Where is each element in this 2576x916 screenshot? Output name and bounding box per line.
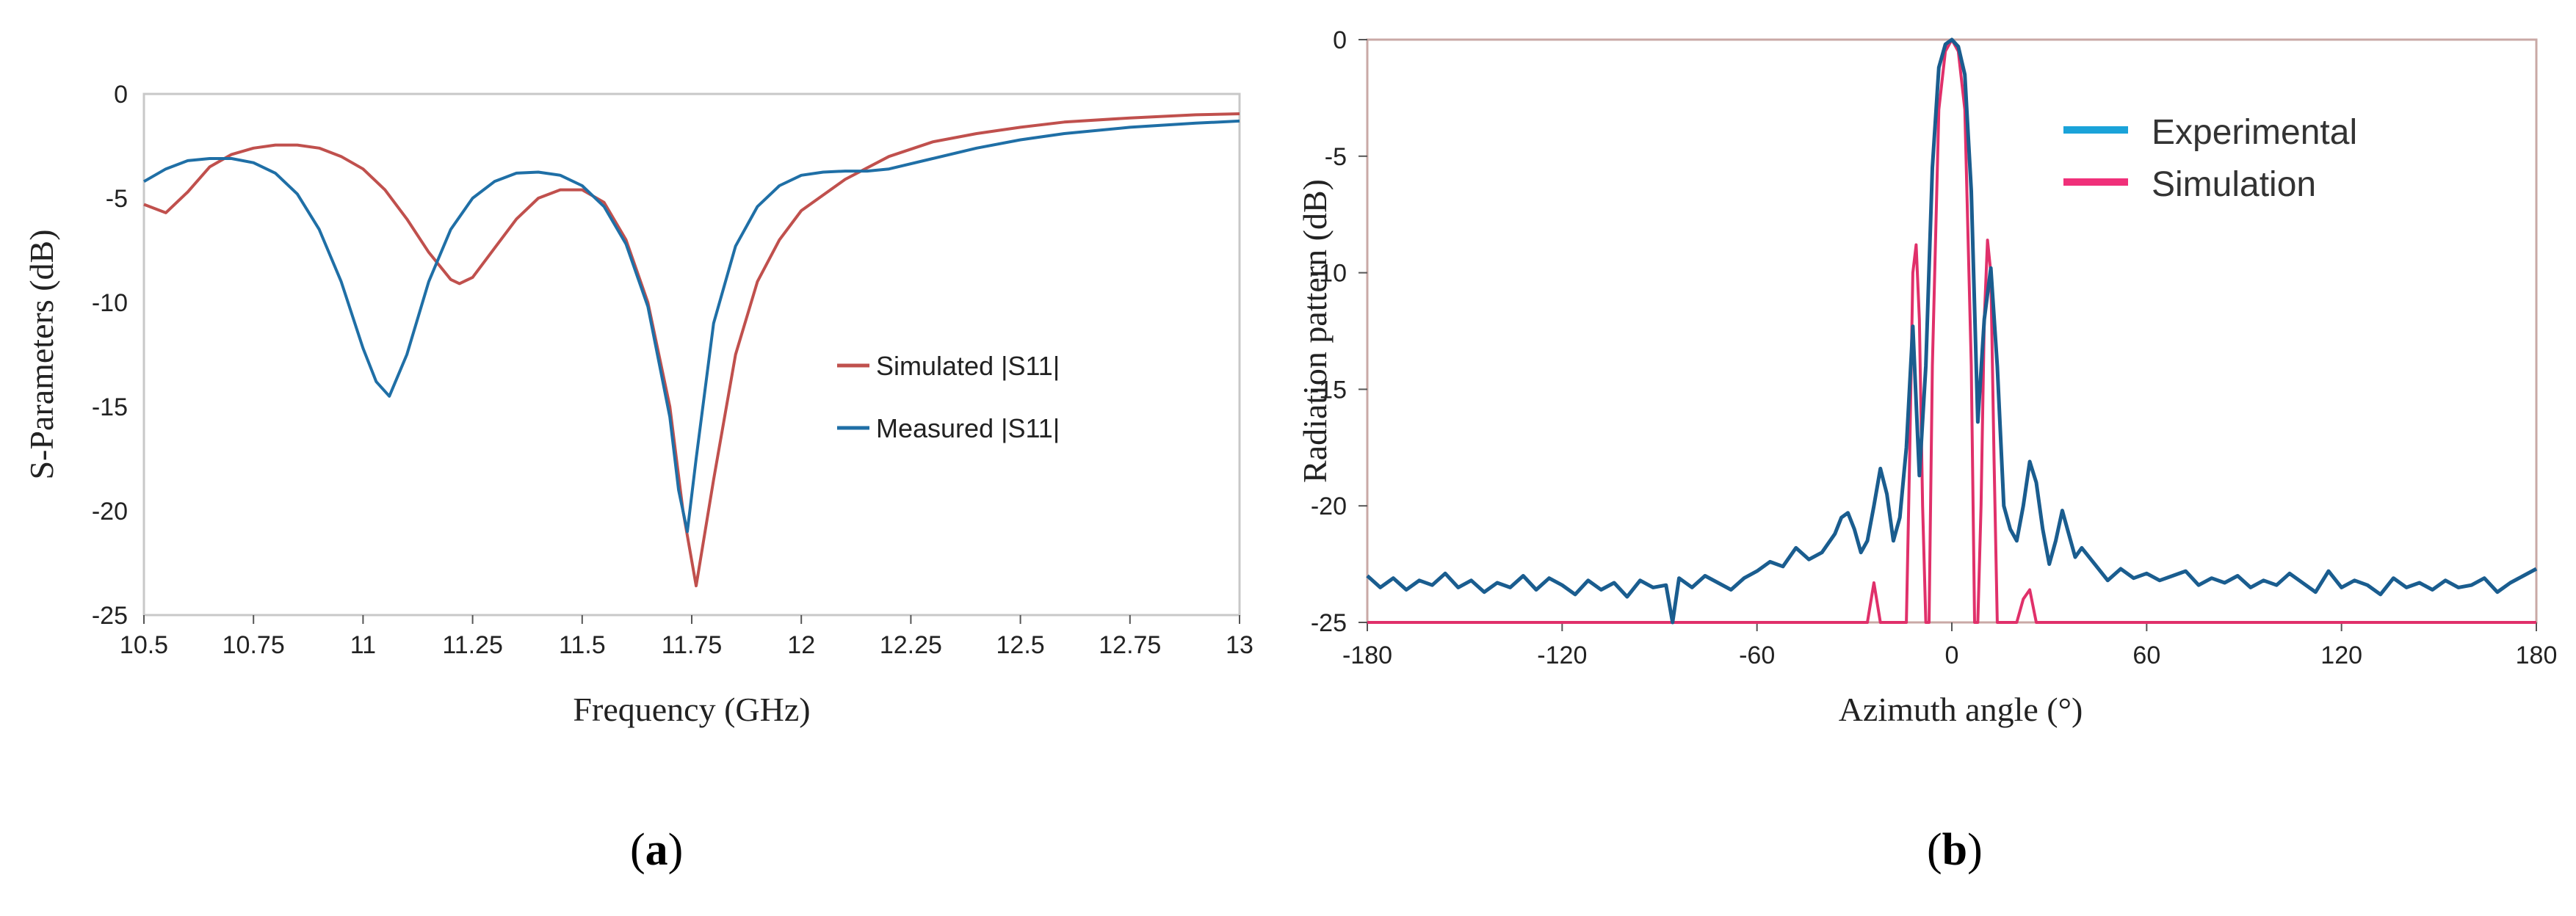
panel-b-lines — [1366, 37, 2538, 625]
x-tick-label: 12.75 — [1099, 631, 1161, 659]
series-line-measured-s11 — [143, 119, 1240, 534]
panel-b-ylabel: Radiation pattern (dB) — [1296, 179, 1334, 483]
panel-b-legend: Experimental Simulation — [2063, 113, 2357, 204]
x-tick-label: 120 — [2320, 641, 2362, 669]
panel-a-legend: Simulated |S11| Measured |S11| — [837, 351, 1060, 443]
panel-b-caption: (b) — [1927, 825, 1983, 875]
y-tick-label: 0 — [114, 81, 128, 109]
x-tick-label: -120 — [1537, 641, 1587, 669]
y-tick-label: -25 — [92, 602, 128, 630]
x-tick-label: -60 — [1739, 641, 1775, 669]
panel-a: 10.5 10.75 11 11.25 11.5 11.75 12 12.25 12.5 12.7… — [23, 81, 1253, 875]
panel-b-ticks: -180 -120 -60 0 60 120 180 0 -5 -10 -15 -20 -25 — [1311, 26, 2558, 669]
x-tick-label: 10.5 — [120, 631, 168, 659]
x-tick-label: 11 — [350, 631, 376, 659]
panel-b-plot-area — [1366, 38, 2538, 624]
series-line-simulated-s11 — [143, 112, 1240, 588]
y-tick-label: -10 — [92, 289, 128, 317]
panel-a-caption: (a) — [630, 825, 683, 875]
x-tick-label: 60 — [2132, 641, 2160, 669]
panel-a-xlabel: Frequency (GHz) — [573, 691, 810, 728]
legend-label-measured: Measured |S11| — [876, 413, 1060, 443]
panel-b-xlabel: Azimuth angle (°) — [1839, 691, 2083, 728]
panel-a-ticks: 10.5 10.75 11 11.25 11.5 11.75 12 12.25 12.5 12.7… — [92, 81, 1253, 659]
x-tick-label: 12.25 — [880, 631, 942, 659]
x-tick-label: 11.75 — [662, 631, 723, 659]
y-tick-label: -10 — [1311, 260, 1347, 288]
y-tick-label: -15 — [1311, 376, 1347, 404]
x-tick-label: 12 — [787, 631, 815, 659]
legend-swatch-simulation — [2063, 178, 2128, 186]
y-tick-label: -5 — [106, 185, 128, 213]
legend-label-experimental: Experimental — [2152, 113, 2357, 152]
y-tick-label: -25 — [1311, 609, 1347, 637]
panel-a-lines — [143, 112, 1240, 588]
legend-swatch-experimental — [2063, 126, 2128, 134]
panel-a-ylabel: S-Parameters (dB) — [23, 229, 60, 479]
y-tick-label: -20 — [92, 498, 128, 526]
panel-b: -180 -120 -60 0 60 120 180 0 -5 -10 -15 -20 -25 Expe… — [1296, 26, 2557, 875]
legend-label-simulated: Simulated |S11| — [876, 351, 1060, 381]
y-tick-label: -20 — [1311, 492, 1347, 520]
y-tick-label: -15 — [92, 393, 128, 421]
x-tick-label: 11.25 — [442, 631, 503, 659]
x-tick-label: 10.75 — [222, 631, 285, 659]
y-tick-label: 0 — [1333, 26, 1347, 54]
x-tick-label: 12.5 — [996, 631, 1045, 659]
legend-label-simulation: Simulation — [2152, 165, 2316, 204]
y-tick-label: -5 — [1325, 143, 1347, 171]
x-tick-label: 13 — [1226, 631, 1253, 659]
x-tick-label: 0 — [1945, 641, 1959, 669]
x-tick-label: 11.5 — [559, 631, 606, 659]
series-line-experimental — [1366, 37, 2538, 625]
x-tick-label: 180 — [2516, 641, 2558, 669]
panel-a-plot-area — [142, 92, 1241, 617]
x-tick-label: -180 — [1342, 641, 1392, 669]
